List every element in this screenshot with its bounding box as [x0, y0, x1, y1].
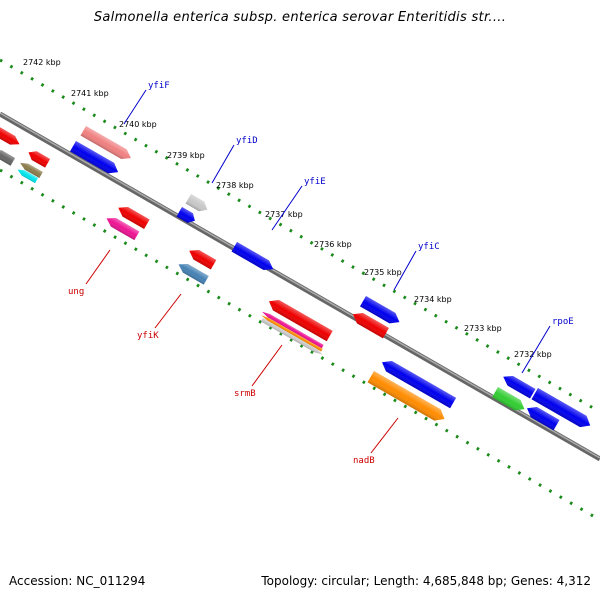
gene-block-b3[interactable] [26, 148, 51, 168]
gene-block-b26[interactable] [524, 403, 560, 431]
gene-label-yfie[interactable]: yfiE [304, 177, 326, 187]
gene-block-b25[interactable] [531, 388, 594, 431]
gene-block-b23[interactable] [501, 372, 536, 399]
gene-block-b5[interactable] [16, 167, 39, 184]
outer-tick-ring [0, 58, 600, 414]
kbp-label-2735-kbp: 2735 kbp [364, 268, 402, 277]
kbp-label-2738-kbp: 2738 kbp [216, 181, 254, 190]
kbp-label-2737-kbp: 2737 kbp [265, 210, 303, 219]
gene-block-b14[interactable] [231, 242, 276, 274]
gene-block-b12[interactable] [187, 246, 217, 270]
gene-label-rpoe[interactable]: rpoE [552, 317, 574, 327]
gene-label-yfik[interactable]: yfiK [137, 331, 159, 341]
gene-label-yfic[interactable]: yfiC [418, 242, 440, 252]
gene-block-b8[interactable] [116, 203, 150, 229]
gene-label-srmb[interactable]: srmB [234, 389, 256, 399]
leader-line-srmb [251, 344, 283, 387]
gene-block-b9[interactable] [104, 214, 140, 241]
kbp-label-2742-kbp: 2742 kbp [23, 58, 61, 67]
gene-label-ung[interactable]: ung [68, 287, 84, 297]
gene-label-yfid[interactable]: yfiD [236, 136, 258, 146]
gene-block-b17[interactable] [261, 314, 323, 352]
kbp-label-2741-kbp: 2741 kbp [71, 89, 109, 98]
kbp-label-2734-kbp: 2734 kbp [414, 295, 452, 304]
kbp-label-2736-kbp: 2736 kbp [314, 240, 352, 249]
topology-summary: Topology: circular; Length: 4,685,848 bp… [261, 574, 591, 588]
gene-label-nadb[interactable]: nadB [353, 456, 375, 466]
gene-block-b7[interactable] [70, 141, 121, 177]
gene-block-b21[interactable] [379, 357, 457, 409]
leader-line-yfik [154, 293, 182, 329]
kbp-label-2740-kbp: 2740 kbp [119, 120, 157, 129]
leader-line-nadb [370, 417, 399, 454]
gene-block-b2[interactable] [0, 147, 16, 166]
leader-line-rpoe [521, 325, 551, 374]
map-title: Salmonella enterica subsp. enterica sero… [93, 10, 507, 25]
gene-block-b20[interactable] [350, 309, 389, 339]
gene-block-b13[interactable] [176, 260, 209, 285]
inner-tick-ring [0, 168, 600, 522]
leader-line-yfic [393, 250, 417, 291]
gene-block-b22[interactable] [367, 371, 448, 425]
gene-block-b16[interactable] [261, 310, 324, 349]
leader-line-yfif [123, 89, 147, 125]
kbp-label-2739-kbp: 2739 kbp [167, 151, 205, 160]
leader-line-ung [85, 249, 111, 285]
gene-block-b4[interactable] [19, 160, 43, 179]
gene-label-yfif[interactable]: yfiF [148, 81, 170, 91]
gene-block-b6[interactable] [80, 126, 134, 163]
leader-line-yfid [211, 144, 235, 184]
gene-block-b19[interactable] [360, 296, 402, 327]
gene-block-b24[interactable] [492, 387, 527, 414]
kbp-label-2733-kbp: 2733 kbp [464, 324, 502, 333]
gene-block-b11[interactable] [176, 207, 198, 226]
gene-block-b1[interactable] [0, 125, 22, 149]
accession-text: Accession: NC_011294 [9, 574, 146, 588]
gene-block-b10[interactable] [185, 194, 211, 215]
gene-block-b18[interactable] [261, 318, 324, 356]
gene-block-b15[interactable] [266, 296, 333, 342]
leader-line-yfie [271, 185, 303, 231]
